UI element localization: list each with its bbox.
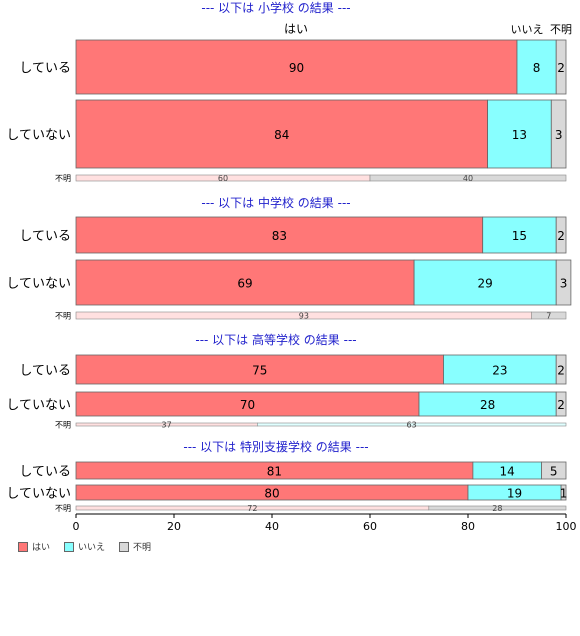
bar-value-label: 1 [560,487,568,501]
fumei-value-label: 72 [247,504,257,513]
x-tick-label: 20 [167,520,181,533]
legend-item-iie: いいえ [64,540,105,553]
row-label: している [19,364,71,379]
bar-segment [555,259,572,306]
bar-segment [75,216,484,254]
fumei-segment [369,174,567,182]
bar-value-label: 90 [289,61,304,75]
legend-swatch-iie [64,541,75,552]
bar-segment [560,484,567,501]
row-label: している [19,229,71,244]
bar-value-label: 5 [550,465,558,479]
x-tick-label: 80 [461,520,475,533]
bar-value-label: 69 [237,277,252,291]
fumei-value-label: 63 [407,421,417,430]
bar-segment [541,461,567,480]
top-label-hai: はい [284,22,308,36]
fumei-value-label: 28 [492,504,502,513]
bar-value-label: 2 [557,364,565,378]
bar-value-label: 81 [267,465,282,479]
legend: はい いいえ 不明 [18,540,151,553]
row-label: していない [6,277,71,292]
bar-segment [555,391,567,417]
bar-segment [550,99,567,169]
bar-segment [75,354,444,385]
panel-title: --- 以下は 特別支援学校 の結果 --- [183,439,368,454]
bar-segment [555,216,567,254]
panel-title: --- 以下は 中学校 の結果 --- [201,195,350,210]
panel-title: --- 以下は 高等学校 の結果 --- [195,332,356,347]
bar-segment [443,354,557,385]
fumei-value-label: 37 [162,421,172,430]
fumei-label: 不明 [55,312,71,321]
bar-value-label: 80 [264,487,279,501]
bar-value-label: 2 [557,229,565,243]
legend-swatch-fumei [119,541,130,552]
row-label: していない [6,487,71,502]
top-label-fumei: 不明 [550,23,572,36]
x-tick-label: 60 [363,520,377,533]
bar-value-label: 84 [274,128,289,142]
bar-value-label: 14 [500,465,515,479]
row-label: していない [6,398,71,413]
legend-label-hai: はい [32,543,51,553]
legend-swatch-hai [18,541,28,552]
x-tick-label: 40 [265,520,279,533]
bar-value-label: 70 [240,398,255,412]
bar-value-label: 13 [512,128,527,142]
bar-value-label: 23 [492,364,507,378]
bar-segment [487,99,552,169]
fumei-value-label: 40 [463,174,473,183]
bar-segment [555,39,567,95]
bar-value-label: 15 [512,229,527,243]
bar-value-label: 8 [533,61,541,75]
legend-label-iie: いいえ [78,543,106,553]
bar-segment [75,259,415,306]
x-tick-label: 0 [73,520,80,533]
bar-value-label: 75 [252,364,267,378]
bar-value-label: 19 [507,487,522,501]
bar-segment [516,39,557,95]
bar-value-label: 83 [272,229,287,243]
legend-item-fumei: 不明 [119,540,151,553]
legend-item-hai: はい [18,540,50,553]
bar-value-label: 3 [555,128,563,142]
legend-label-fumei: 不明 [133,543,152,553]
row-label: している [19,465,71,480]
row-label: していない [6,128,71,143]
fumei-label: 不明 [55,174,71,183]
bar-segment [413,259,557,306]
fumei-segment [531,311,567,320]
bar-value-label: 28 [480,398,495,412]
bar-segment [555,354,567,385]
bar-segment [75,39,518,95]
fumei-label: 不明 [55,421,71,430]
fumei-value-label: 7 [546,312,551,321]
row-label: している [19,61,71,76]
bar-value-label: 2 [557,61,565,75]
fumei-value-label: 60 [218,174,228,183]
bar-value-label: 2 [557,398,565,412]
top-label-iie: いいえ [511,23,544,36]
panel-title: --- 以下は 小学校 の結果 --- [201,0,350,15]
fumei-label: 不明 [55,504,71,513]
bar-segment [482,216,557,254]
fumei-segment [256,422,567,427]
fumei-segment [428,505,567,511]
bar-value-label: 29 [478,277,493,291]
fumei-value-label: 93 [299,312,309,321]
bar-value-label: 3 [560,277,568,291]
x-tick-label: 100 [556,520,577,533]
bar-segment [75,391,420,417]
bar-segment [75,99,489,169]
